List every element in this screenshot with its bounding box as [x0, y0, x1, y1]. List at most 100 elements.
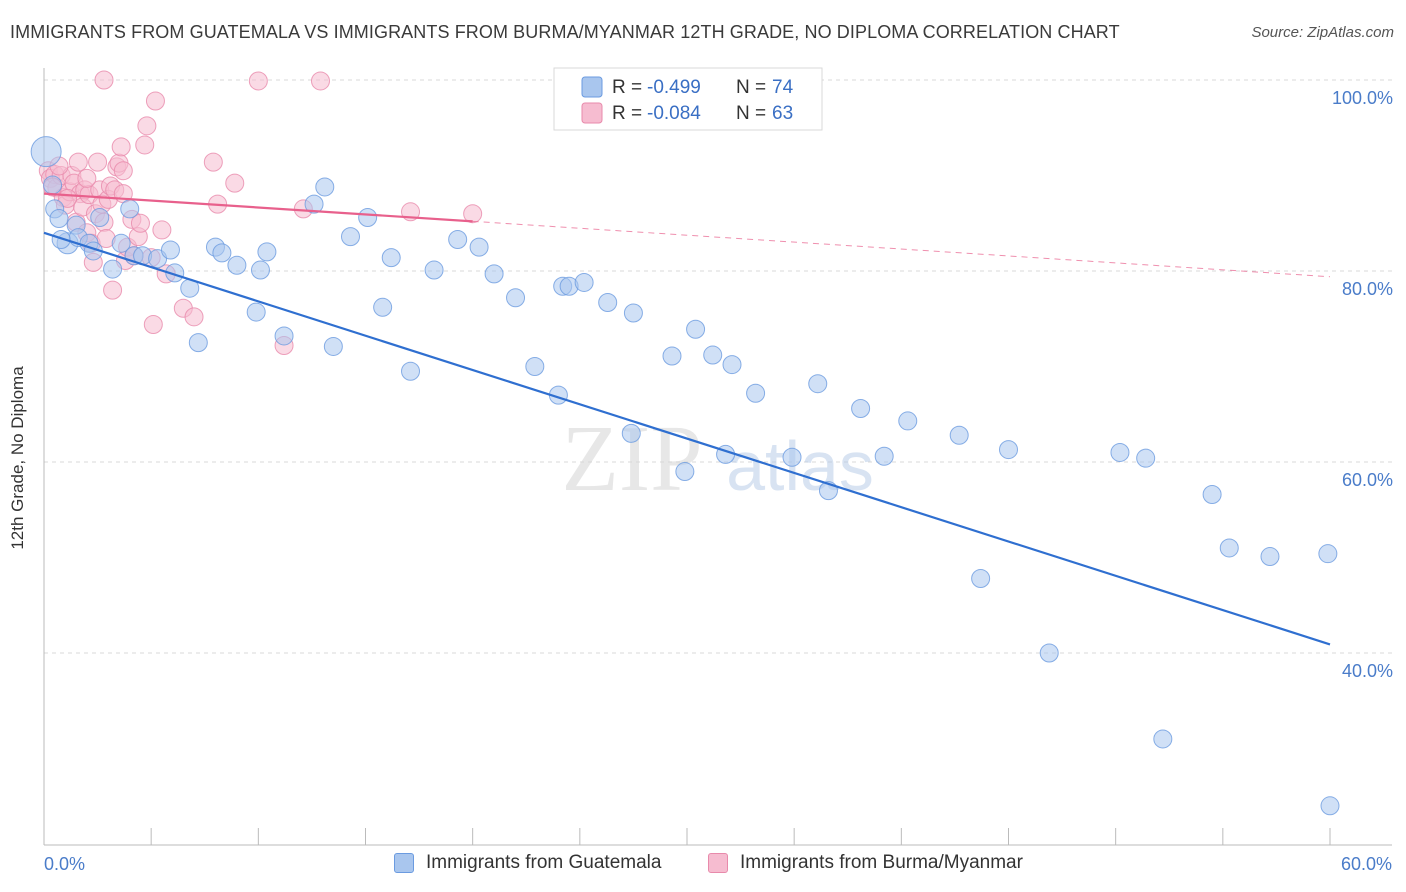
legend-r-value-1: -0.499 — [647, 77, 701, 98]
guatemala-point-31 — [506, 288, 526, 308]
burma-point-44 — [143, 314, 163, 334]
y-tick-label-0: 100.0% — [1332, 88, 1393, 108]
trend-lines — [43, 192, 1331, 646]
tick-labels: 100.0% 80.0% 60.0% 40.0% 0.0% 60.0% — [44, 88, 1393, 874]
burma-point-55 — [463, 204, 483, 224]
burma-point-11 — [68, 152, 88, 172]
guatemala-point-45 — [898, 411, 918, 431]
guatemala-point-38 — [686, 319, 706, 339]
guatemala-point-29 — [469, 237, 489, 257]
legend-r-label-2: R = — [612, 103, 642, 124]
guatemala-point-73 — [1320, 796, 1340, 816]
watermark-zip: ZIP — [562, 407, 703, 511]
burma-point-61 — [77, 168, 97, 188]
guatemala-point-65 — [621, 423, 641, 443]
guatemala-point-9 — [90, 208, 110, 228]
burma-point-20 — [88, 152, 108, 172]
legend-r-value-2: -0.084 — [647, 103, 701, 124]
guatemala-point-30 — [484, 264, 504, 284]
guatemala-point-34 — [574, 272, 594, 292]
x-tick-label-1: 60.0% — [1341, 854, 1392, 874]
guatemala-point-72 — [1153, 729, 1173, 749]
guatemala-point-37 — [662, 346, 682, 366]
correlation-legend: R = -0.499 N = 74 R = -0.084 N = 63 — [553, 67, 823, 131]
axes — [43, 68, 1392, 846]
guatemala-point-63 — [525, 357, 545, 376]
guatemala-trend-line — [43, 231, 1331, 646]
guatemala-point-70 — [971, 569, 991, 589]
burma-point-57 — [113, 161, 133, 181]
gridlines — [44, 79, 1392, 654]
guatemala-point-23 — [315, 177, 335, 197]
x-tick-label-0: 0.0% — [44, 854, 85, 874]
legend-n-label-1: N = — [736, 77, 766, 98]
legend-n-value-2: 63 — [772, 103, 793, 124]
guatemala-point-35 — [598, 293, 618, 313]
guatemala-point-66 — [675, 462, 695, 482]
guatemala-point-19 — [227, 255, 247, 275]
guatemala-point-69 — [874, 446, 894, 466]
y-tick-label-2: 60.0% — [1342, 470, 1393, 490]
guatemala-point-47 — [999, 440, 1018, 460]
guatemala-point-57 — [188, 333, 208, 353]
guatemala-point-58 — [246, 302, 266, 322]
burma-point-27 — [103, 280, 123, 300]
legend-swatch-guatemala — [394, 853, 414, 873]
guatemala-point-15 — [160, 240, 180, 260]
burma-point-31 — [111, 137, 131, 157]
guatemala-point-41 — [746, 383, 766, 403]
legend-label-burma: Immigrants from Burma/Myanmar — [740, 852, 1023, 873]
guatemala-point-40 — [722, 355, 742, 375]
guatemala-point-54 — [51, 229, 71, 249]
guatemala-point-52 — [1260, 547, 1280, 567]
burma-point-50 — [248, 71, 268, 91]
series-legend: Immigrants from Guatemala Immigrants fro… — [0, 852, 1406, 878]
burma-point-38 — [135, 135, 155, 155]
burma-point-39 — [137, 116, 157, 136]
guatemala-point-43 — [808, 374, 828, 394]
source-label: Source: ZipAtlas.com — [1251, 24, 1394, 41]
burma-point-42 — [152, 220, 172, 240]
legend-swatch-blue — [581, 76, 603, 98]
guatemala-point-0 — [30, 136, 62, 168]
guatemala-point-39 — [703, 345, 723, 365]
guatemala-point-27 — [424, 260, 444, 280]
burma-trend-extension — [472, 220, 1331, 278]
legend-swatch-pink — [581, 102, 603, 124]
legend-swatch-burma — [708, 853, 728, 873]
guatemala-point-55 — [103, 259, 123, 279]
burma-trend-line — [43, 192, 473, 223]
burma-point-53 — [310, 71, 330, 91]
guatemala-point-36 — [623, 303, 643, 323]
burma-point-49 — [225, 173, 245, 193]
guatemala-point-48 — [1110, 442, 1130, 462]
chart-title: IMMIGRANTS FROM GUATEMALA VS IMMIGRANTS … — [10, 22, 1120, 42]
series-guatemala-points — [30, 136, 1340, 816]
guatemala-point-59 — [274, 326, 294, 346]
burma-point-46 — [184, 307, 204, 327]
guatemala-point-61 — [373, 297, 393, 317]
burma-point-41 — [145, 91, 165, 111]
guatemala-point-25 — [358, 208, 378, 228]
guatemala-point-21 — [257, 242, 277, 262]
guatemala-point-51 — [1219, 538, 1239, 558]
legend-label-guatemala: Immigrants from Guatemala — [426, 852, 662, 873]
guatemala-point-11 — [120, 199, 140, 219]
y-tick-label-1: 80.0% — [1342, 279, 1393, 299]
guatemala-point-53 — [1318, 544, 1338, 564]
guatemala-point-22 — [304, 194, 324, 214]
watermark-atlas: atlas — [726, 427, 874, 505]
guatemala-point-26 — [381, 248, 401, 268]
legend-n-value-1: 74 — [772, 77, 794, 98]
guatemala-point-3 — [49, 208, 69, 228]
guatemala-point-60 — [323, 336, 343, 356]
legend-item-burma: Immigrants from Burma/Myanmar — [708, 852, 1023, 874]
guatemala-point-71 — [1039, 643, 1059, 663]
guatemala-point-49 — [1136, 448, 1156, 468]
guatemala-point-50 — [1202, 484, 1222, 504]
guatemala-point-42 — [782, 447, 802, 467]
guatemala-point-10 — [111, 233, 131, 253]
guatemala-point-1 — [43, 175, 63, 195]
burma-point-56 — [94, 70, 114, 90]
